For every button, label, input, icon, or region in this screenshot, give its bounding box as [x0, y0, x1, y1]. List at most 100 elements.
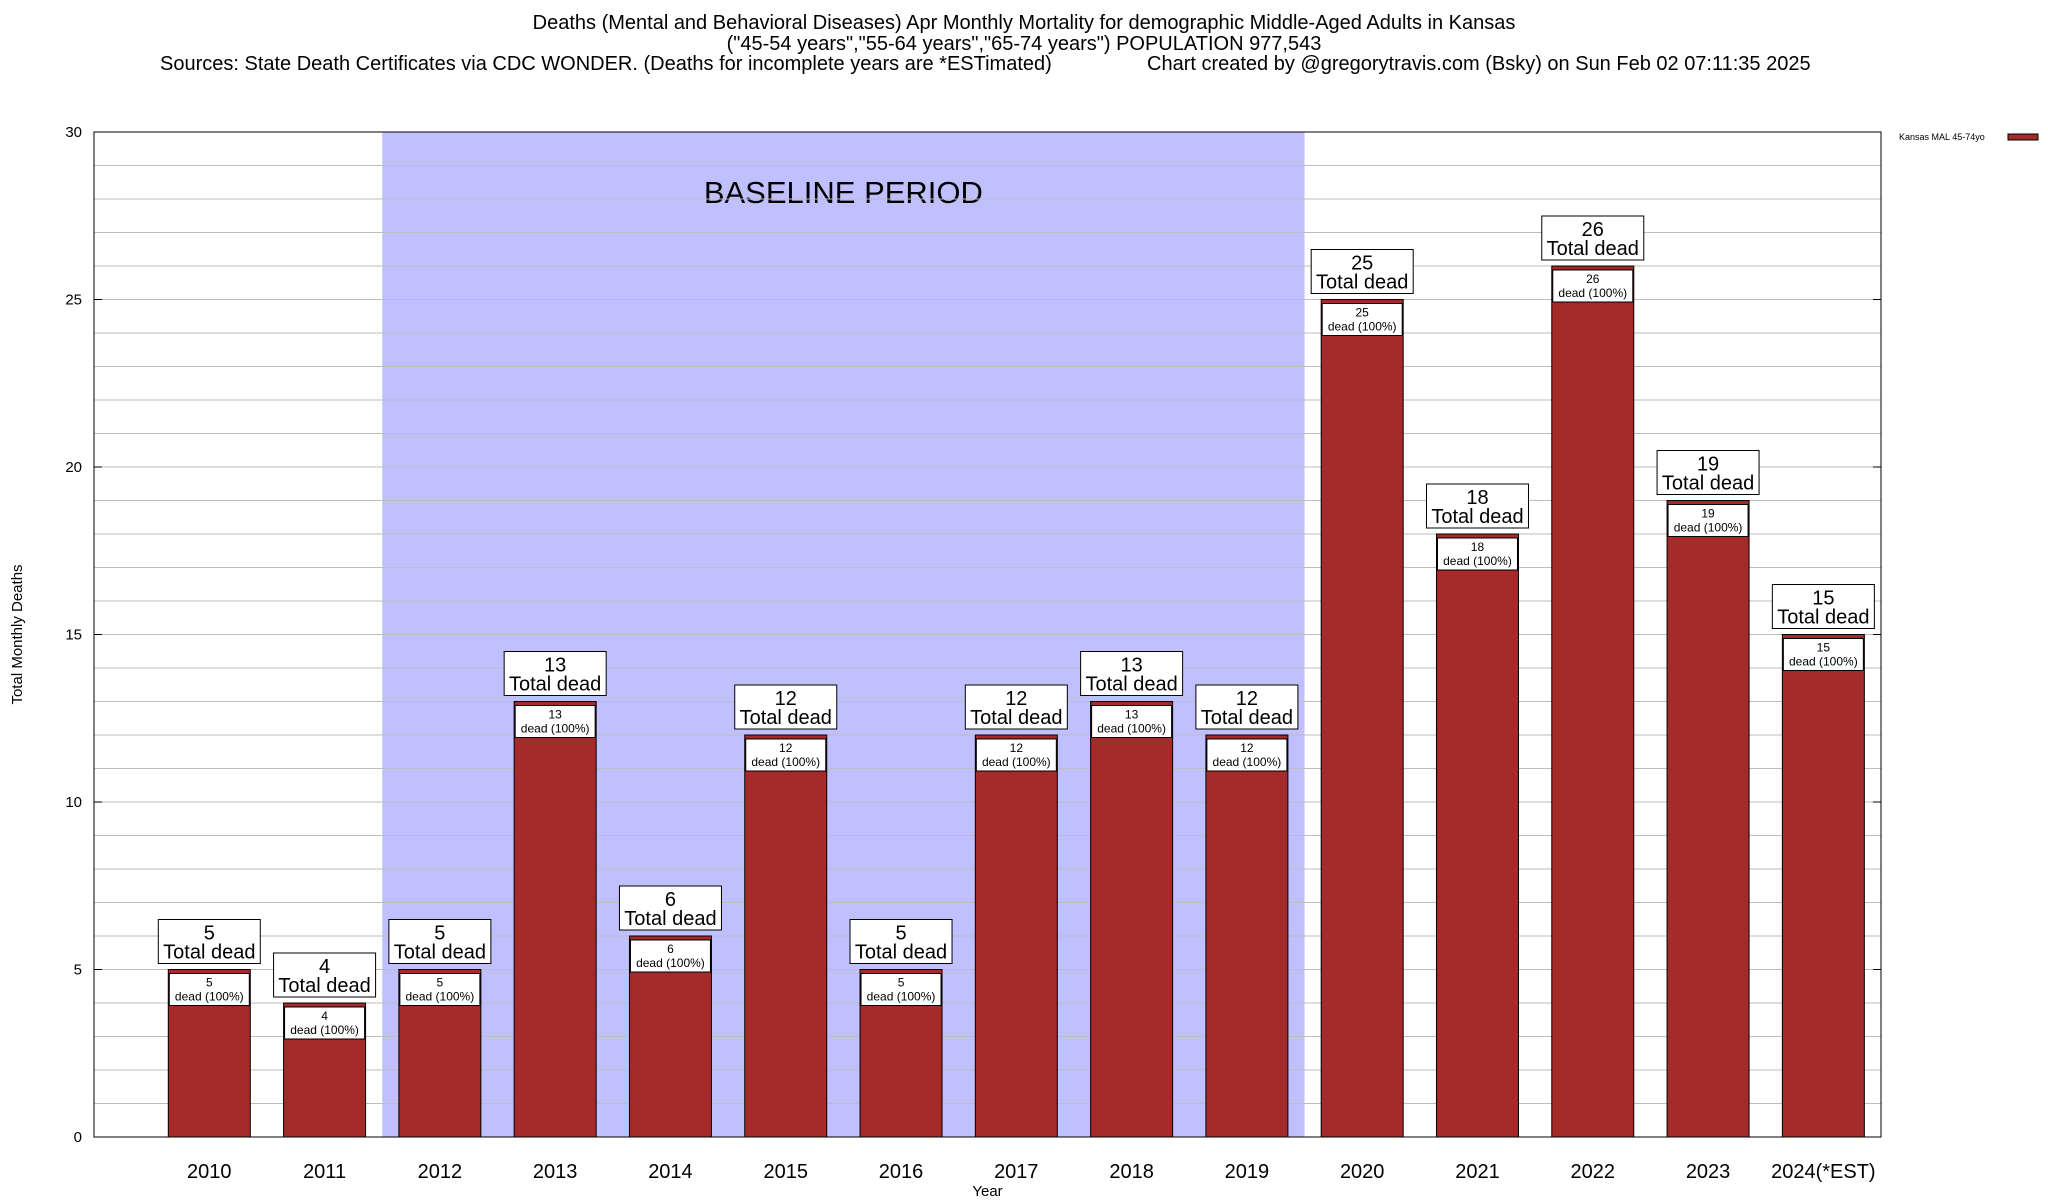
x-tick-label: 2010: [187, 1161, 232, 1183]
bar-inner-label-box: [629, 939, 711, 973]
bar-inner-label-box: [514, 705, 596, 738]
bar-inner-label-box: [860, 973, 942, 1006]
bar-top-value: 19: [1697, 454, 1719, 476]
bar-inner-label: dead (100%): [521, 722, 590, 736]
bar-inner-value: 15: [1817, 641, 1831, 655]
bar-inner-label-box: [284, 1006, 366, 1040]
bar-top-value: 6: [665, 889, 676, 911]
bar-top-label-box: [618, 885, 722, 931]
x-tick-label: 2016: [879, 1161, 924, 1183]
sources-text: Sources: State Death Certificates via CD…: [160, 53, 1052, 75]
bar-top-label: Total dead: [1316, 272, 1408, 294]
bar-top-label-box: [157, 919, 261, 964]
bar-inner-value: 25: [1356, 306, 1370, 320]
bar-inner-label-box: [1436, 537, 1518, 571]
bar-top-label-box: [503, 651, 607, 696]
x-tick-label: 2014: [648, 1161, 693, 1183]
bar-inner-label-box: [1552, 269, 1634, 303]
bar-inner-label: dead (100%): [1789, 655, 1858, 669]
bar-inner-label: dead (100%): [867, 990, 936, 1004]
bar-top-label: Total dead: [1201, 707, 1293, 729]
bar-inner-label-box: [1091, 705, 1173, 738]
bar-top-label-box: [964, 684, 1068, 730]
bar-top-label: Total dead: [509, 674, 601, 696]
legend-swatch: [2007, 133, 2039, 141]
y-tick-label: 15: [65, 627, 82, 644]
bar-top-label-box: [849, 919, 953, 964]
x-tick-label: 2018: [1109, 1161, 1154, 1183]
bar-top-label: Total dead: [1777, 607, 1869, 629]
bar-inner-label-box: [1782, 638, 1864, 671]
y-tick-label: 10: [65, 794, 82, 811]
x-tick-label: 2020: [1340, 1161, 1385, 1183]
chart-title: Deaths (Mental and Behavioral Diseases) …: [532, 12, 1516, 34]
y-tick-label: 20: [65, 459, 82, 476]
bar-top-value: 12: [775, 688, 797, 710]
bar-top-value: 12: [1005, 688, 1027, 710]
bar: [513, 701, 597, 1138]
bar-inner-label: dead (100%): [1674, 521, 1743, 535]
bar-inner-value: 12: [779, 741, 793, 755]
x-tick-label: 2021: [1455, 1161, 1500, 1183]
bar-top-label: Total dead: [1085, 674, 1177, 696]
bar-inner-value: 13: [1125, 708, 1139, 722]
y-tick-label: 30: [65, 124, 82, 141]
bar-inner-label-box: [1667, 504, 1749, 537]
bar-inner-label: dead (100%): [175, 990, 244, 1004]
bar-inner-label-box: [975, 738, 1057, 772]
bar-top-label: Total dead: [278, 975, 370, 997]
bar-inner-value: 5: [898, 976, 905, 990]
x-tick-label: 2022: [1571, 1161, 1616, 1183]
x-tick-label: 2013: [533, 1161, 578, 1183]
bar: [1781, 634, 1865, 1138]
bar-top-label: Total dead: [855, 942, 947, 964]
x-tick-label: 2011: [303, 1161, 346, 1183]
bar-inner-label-box: [399, 973, 481, 1006]
bar: [974, 734, 1058, 1138]
bar-inner-label: dead (100%): [1213, 755, 1282, 769]
bar-top-label: Total dead: [1547, 238, 1639, 260]
bar-top-value: 5: [895, 923, 906, 945]
bar-top-value: 4: [319, 956, 330, 978]
bar: [1320, 299, 1404, 1138]
bar-top-label-box: [1541, 215, 1645, 261]
bar-top-label-box: [1656, 450, 1760, 495]
bar-top-label: Total dead: [1662, 473, 1754, 495]
bar-inner-label-box: [1321, 303, 1403, 336]
bar-top-value: 12: [1236, 688, 1258, 710]
bar-inner-value: 26: [1586, 272, 1600, 286]
bar-inner-value: 5: [437, 976, 444, 990]
bar-top-label-box: [273, 952, 377, 998]
bar-top-value: 5: [434, 923, 445, 945]
bar-top-value: 15: [1812, 588, 1834, 610]
x-tick-label: 2012: [418, 1161, 463, 1183]
bar-top-label: Total dead: [970, 707, 1062, 729]
bar-top-label-box: [1771, 584, 1875, 629]
y-axis-title: Total Monthly Deaths: [9, 564, 26, 704]
bar-top-label-box: [1080, 651, 1184, 696]
bar-inner-label: dead (100%): [1558, 286, 1627, 300]
bar-inner-label-box: [745, 738, 827, 772]
bar: [1666, 500, 1750, 1138]
bar-top-value: 18: [1466, 487, 1488, 509]
bar-inner-label-box: [168, 973, 250, 1006]
bar-inner-value: 13: [548, 708, 562, 722]
bar-inner-label-box: [1206, 738, 1288, 772]
bar-top-label: Total dead: [740, 707, 832, 729]
bar-inner-value: 12: [1240, 741, 1254, 755]
bar-top-label: Total dead: [163, 942, 255, 964]
bar-inner-value: 18: [1471, 540, 1485, 554]
bar-inner-value: 19: [1701, 507, 1715, 521]
bar: [1435, 533, 1519, 1138]
bar-top-value: 13: [544, 655, 566, 677]
bar-inner-value: 4: [321, 1009, 328, 1023]
bar-top-value: 26: [1582, 219, 1604, 241]
chart-subtitle: ("45-54 years","55-64 years","65-74 year…: [726, 33, 1322, 55]
x-tick-label: 2024(*EST): [1771, 1161, 1876, 1183]
bar-inner-label: dead (100%): [290, 1023, 359, 1037]
bar-top-label-box: [734, 684, 838, 730]
y-tick-label: 5: [74, 962, 82, 979]
bar-inner-label: dead (100%): [406, 990, 475, 1004]
chart-header: Deaths (Mental and Behavioral Diseases) …: [0, 0, 2048, 90]
